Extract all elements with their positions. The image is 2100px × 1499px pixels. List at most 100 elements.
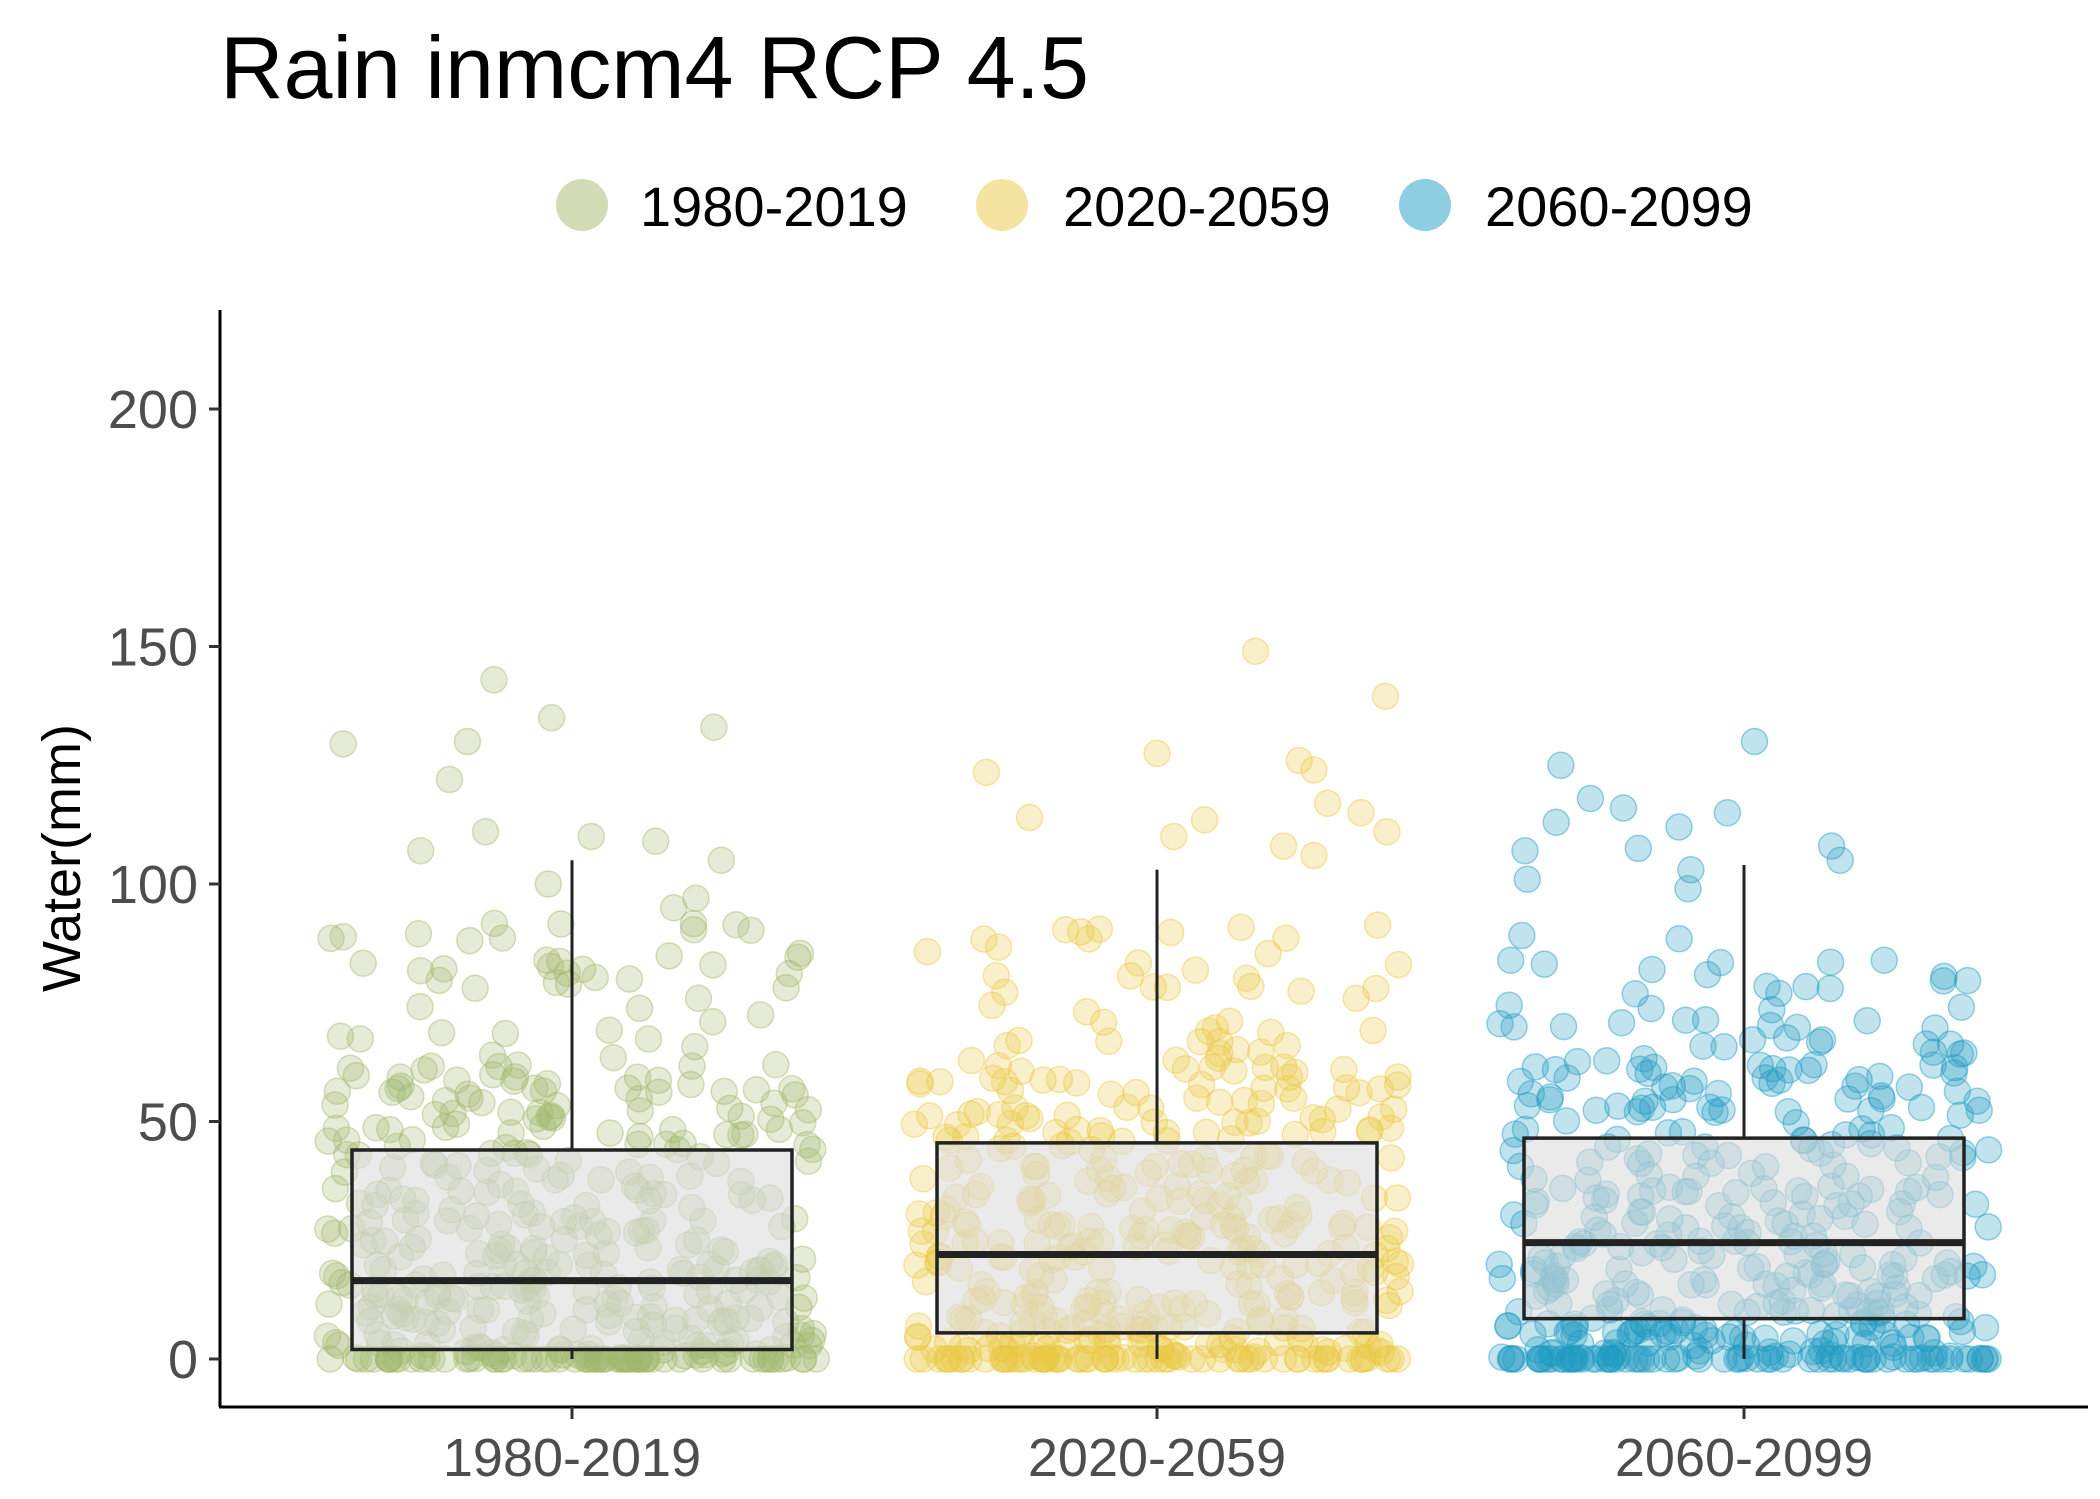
data-point <box>378 1078 406 1107</box>
data-point <box>1974 1213 2002 1241</box>
data-point <box>1346 1345 1374 1373</box>
data-point <box>1496 946 1525 974</box>
data-point <box>1907 1093 1936 1122</box>
data-point <box>1679 1331 1708 1360</box>
data-point <box>1935 1345 1964 1373</box>
data-point-high <box>1241 637 1270 666</box>
data-point <box>1796 1345 1825 1373</box>
data-point <box>1637 994 1665 1023</box>
data-point <box>1602 1345 1630 1373</box>
data-point-high <box>1542 808 1570 837</box>
y-tick-label: 200 <box>108 380 198 440</box>
data-point <box>731 1120 759 1149</box>
data-point <box>529 1077 558 1105</box>
data-point <box>1725 1345 1754 1373</box>
data-point <box>479 1061 507 1089</box>
y-axis-title: Water(mm) <box>32 724 92 992</box>
data-point <box>634 1025 663 1053</box>
data-point <box>1030 1345 1058 1373</box>
data-point <box>529 1112 557 1141</box>
data-point-high <box>682 884 710 913</box>
data-point <box>1701 1098 1729 1127</box>
data-point <box>1859 1345 1887 1373</box>
boxplot-2060-2099 <box>1522 865 1966 1359</box>
data-point <box>957 1046 986 1075</box>
data-point-high <box>1740 727 1769 756</box>
data-point-high <box>972 758 1001 787</box>
boxplots <box>350 860 1966 1359</box>
data-point <box>762 1051 790 1079</box>
data-point <box>1604 1342 1632 1370</box>
data-point <box>1272 924 1300 953</box>
data-point <box>1599 1340 1628 1368</box>
data-point <box>655 942 683 970</box>
data-point <box>954 1336 983 1365</box>
data-point <box>1301 1345 1329 1373</box>
boxplot-1980-2019 <box>350 860 794 1359</box>
chart-title: Rain inmcm4 RCP 4.5 <box>220 18 1089 117</box>
data-point <box>1525 1345 1553 1373</box>
data-point <box>1205 1345 1234 1373</box>
data-point <box>547 910 575 938</box>
data-point <box>456 926 484 955</box>
data-point <box>1250 1074 1278 1102</box>
data-point <box>1806 1320 1834 1348</box>
data-point <box>321 1174 350 1203</box>
data-point <box>1919 1051 1947 1079</box>
data-point <box>1206 1039 1234 1068</box>
data-point <box>1137 1094 1165 1122</box>
data-point <box>1206 1028 1234 1056</box>
data-point <box>1607 1008 1636 1037</box>
data-point <box>1783 1013 1812 1042</box>
data-point <box>599 1043 628 1072</box>
data-point <box>1279 1084 1308 1112</box>
data-point <box>1897 1323 1925 1352</box>
data-point <box>1560 1345 1588 1373</box>
data-point-high <box>435 765 464 794</box>
data-point <box>988 1333 1016 1362</box>
data-point <box>1162 1046 1190 1074</box>
data-point <box>1209 1335 1237 1363</box>
data-point <box>988 1345 1017 1373</box>
data-point <box>1676 1074 1704 1103</box>
data-point-high <box>1300 756 1328 784</box>
data-point <box>497 1119 525 1147</box>
data-point <box>1652 1345 1681 1373</box>
data-point <box>1072 998 1101 1026</box>
data-point <box>1853 1006 1881 1035</box>
data-point <box>916 1102 944 1130</box>
data-point <box>1627 1094 1656 1122</box>
data-point <box>1095 1027 1123 1056</box>
data-point <box>406 956 435 985</box>
data-point <box>781 1081 809 1109</box>
data-point <box>1187 1070 1216 1099</box>
data-point <box>1065 1345 1094 1373</box>
data-point <box>425 966 453 995</box>
data-point <box>991 978 1019 1007</box>
data-point-high <box>1817 832 1846 860</box>
data-point <box>480 909 509 938</box>
data-point <box>1534 1345 1562 1373</box>
data-point <box>920 1335 948 1363</box>
data-point-high <box>534 870 563 898</box>
data-point <box>926 1067 954 1096</box>
data-point <box>1537 1345 1566 1373</box>
data-point <box>1113 1093 1141 1122</box>
data-point <box>971 1345 999 1373</box>
data-point <box>1630 1044 1658 1073</box>
data-point <box>1488 1343 1516 1371</box>
data-point <box>1631 1087 1659 1115</box>
data-point <box>1568 1345 1596 1373</box>
data-point <box>1908 1344 1937 1372</box>
data-point <box>626 1097 655 1125</box>
data-point <box>984 1052 1013 1080</box>
data-point <box>1558 1345 1586 1373</box>
data-point <box>722 911 750 939</box>
data-point <box>772 974 800 1002</box>
data-point <box>1384 1063 1412 1091</box>
data-point <box>1222 1035 1251 1064</box>
data-point <box>1828 1344 1856 1372</box>
data-point-high <box>471 818 500 846</box>
data-point <box>1045 1345 1073 1373</box>
data-point <box>1071 1345 1099 1373</box>
